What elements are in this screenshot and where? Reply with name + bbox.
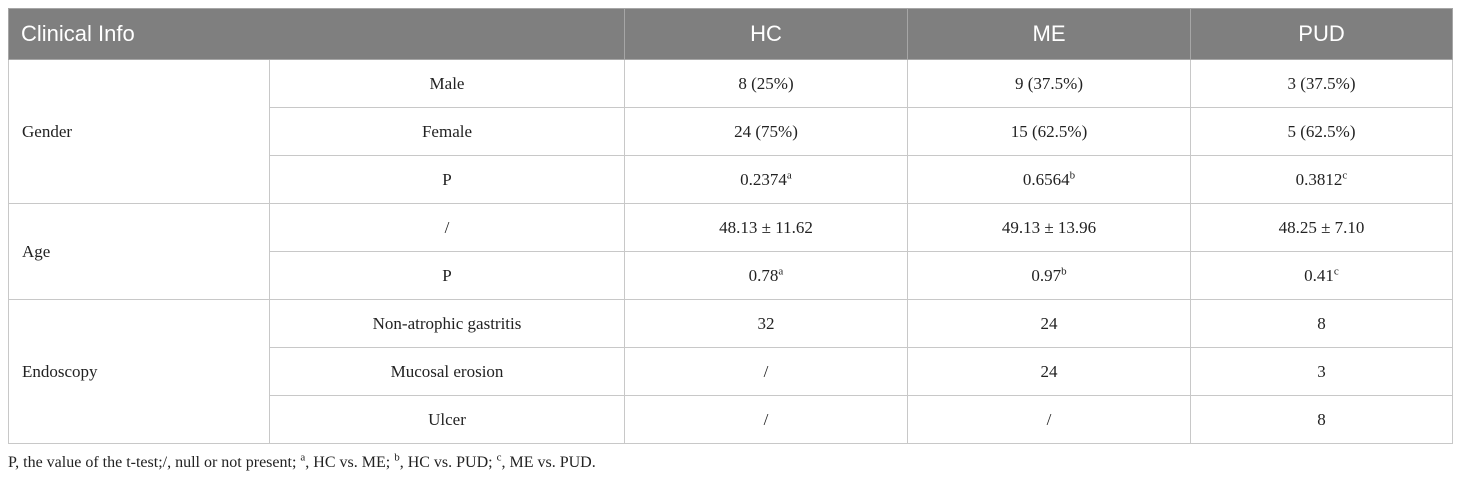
footnote-text: , ME vs. PUD. (501, 454, 596, 471)
cell-ulcer-pud: 8 (1190, 395, 1453, 444)
superscript: b (1061, 264, 1067, 277)
header-me: ME (907, 8, 1191, 60)
footnote-text: , HC vs. PUD; (399, 454, 497, 471)
cell-non-atrophic-me: 24 (907, 299, 1191, 348)
cell-male-me: 9 (37.5%) (907, 59, 1191, 108)
cell-age-hc: 48.13 ± 11.62 (624, 203, 908, 252)
cell-gender-p-pud: 0.3812c (1190, 155, 1453, 204)
superscript: c (1342, 168, 1348, 181)
cell-female-pud: 5 (62.5%) (1190, 107, 1453, 156)
cell-ulcer-hc: / (624, 395, 908, 444)
clinical-info-table: Clinical Info HC ME PUD Gender Male 8 (2… (8, 8, 1453, 444)
row-label-non-atrophic: Non-atrophic gastritis (269, 299, 625, 348)
cell-ulcer-me: / (907, 395, 1191, 444)
table-row-endoscopy-mucosal: Mucosal erosion / 24 3 (9, 347, 1453, 396)
row-label-gender-p: P (269, 155, 625, 204)
cell-gender-p-hc: 0.2374a (624, 155, 908, 204)
cell-male-hc: 8 (25%) (624, 59, 908, 108)
cell-age-pud: 48.25 ± 7.10 (1190, 203, 1453, 252)
footnote-sup-c: c (496, 451, 502, 464)
footnote-sup-a: a (300, 451, 306, 464)
cell-age-me: 49.13 ± 13.96 (907, 203, 1191, 252)
cell-male-pud: 3 (37.5%) (1190, 59, 1453, 108)
superscript: a (778, 264, 784, 277)
value: 0.6564 (1022, 169, 1070, 189)
table-row-gender-male: Gender Male 8 (25%) 9 (37.5%) 3 (37.5%) (8, 59, 1453, 204)
header-clinical-info: Clinical Info (8, 8, 625, 60)
group-endoscopy: Endoscopy (8, 299, 270, 444)
footnote-text: , HC vs. ME; (305, 454, 395, 471)
superscript: a (786, 168, 792, 181)
value: 0.41 (1304, 265, 1334, 285)
header-hc: HC (624, 8, 908, 60)
superscript: b (1069, 168, 1076, 181)
cell-age-p-hc: 0.78a (624, 251, 908, 300)
group-gender: Gender (8, 59, 270, 204)
cell-age-p-pud: 0.41c (1190, 251, 1453, 300)
table-row-age-value: Age / 48.13 ± 11.62 49.13 ± 13.96 48.25 … (8, 203, 1453, 300)
table-row-gender-p: P 0.2374a 0.6564b 0.3812c (9, 155, 1453, 204)
row-label-male: Male (269, 59, 625, 108)
cell-mucosal-me: 24 (907, 347, 1191, 396)
row-label-ulcer: Ulcer (269, 395, 625, 444)
table-row-endoscopy-ulcer: Ulcer / / 8 (9, 395, 1453, 444)
cell-mucosal-pud: 3 (1190, 347, 1453, 396)
cell-gender-p-me: 0.6564b (907, 155, 1191, 204)
table-header-row: Clinical Info HC ME PUD (8, 8, 1453, 60)
table-footnote: P, the value of the t-test;/, null or no… (8, 451, 596, 472)
group-age: Age (8, 203, 270, 300)
cell-non-atrophic-hc: 32 (624, 299, 908, 348)
row-label-age-p: P (269, 251, 625, 300)
cell-age-p-me: 0.97b (907, 251, 1191, 300)
cell-female-me: 15 (62.5%) (907, 107, 1191, 156)
footnote-sup-b: b (394, 451, 400, 464)
value: 0.78 (748, 265, 779, 285)
row-label-age-value: / (269, 203, 625, 252)
row-label-female: Female (269, 107, 625, 156)
value: 0.2374 (740, 169, 787, 189)
value: 0.3812 (1295, 169, 1343, 189)
footnote-text: P, the value of the t-test;/, null or no… (8, 454, 301, 471)
cell-female-hc: 24 (75%) (624, 107, 908, 156)
header-pud: PUD (1190, 8, 1453, 60)
value: 0.97 (1031, 265, 1062, 285)
table-row-endoscopy-non-atrophic: Endoscopy Non-atrophic gastritis 32 24 8 (8, 299, 1453, 444)
row-label-mucosal: Mucosal erosion (269, 347, 625, 396)
cell-mucosal-hc: / (624, 347, 908, 396)
cell-non-atrophic-pud: 8 (1190, 299, 1453, 348)
superscript: c (1333, 264, 1339, 277)
table-row-gender-female: Female 24 (75%) 15 (62.5%) 5 (62.5%) (9, 107, 1453, 156)
table-row-age-p: P 0.78a 0.97b 0.41c (9, 251, 1453, 300)
